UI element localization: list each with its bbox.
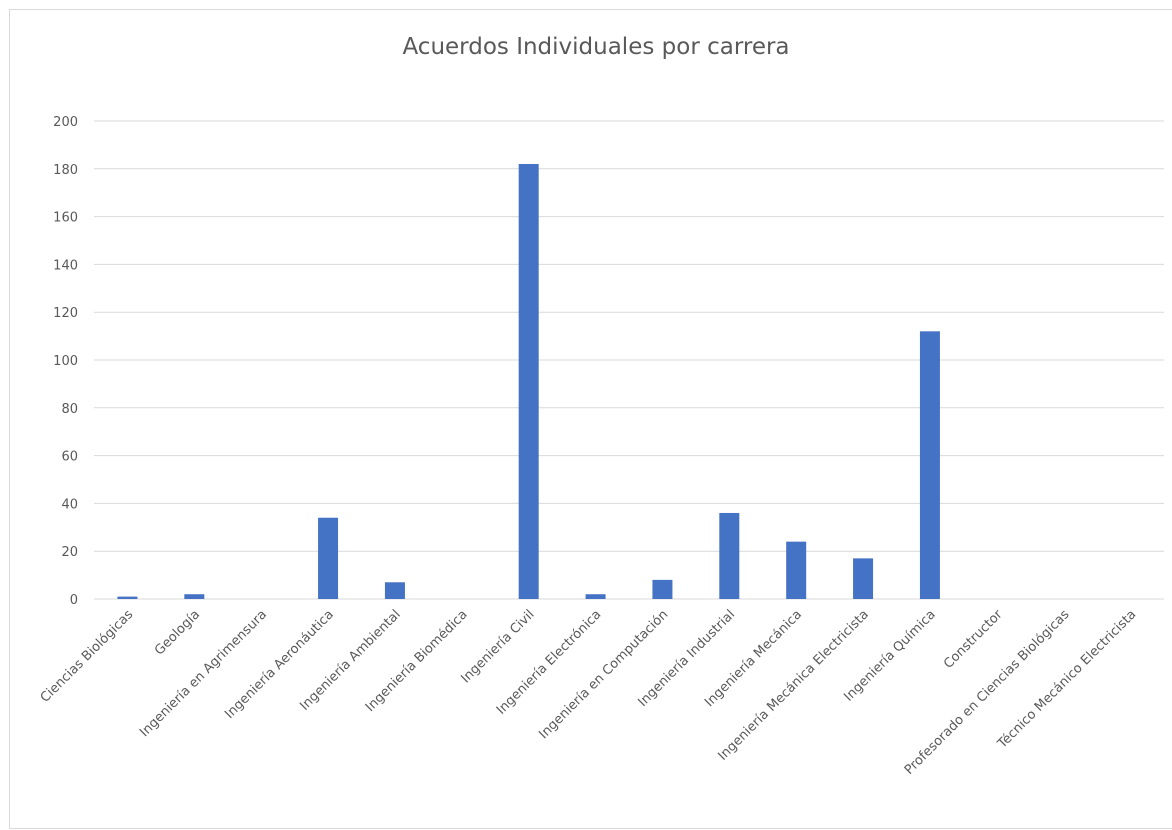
y-tick-label: 200 [53, 115, 78, 130]
bar [518, 164, 539, 599]
x-category-label: Técnico Mecánico Electricista [994, 607, 1139, 752]
y-tick-label: 120 [53, 306, 78, 321]
x-category-label: Constructor [941, 607, 1006, 672]
bar [184, 594, 205, 599]
y-tick-label: 40 [61, 497, 78, 512]
x-category-label: Ingeniería Aeronáutica [222, 607, 337, 722]
gridlines [94, 120, 1164, 600]
x-category-label: Ingeniería en Computación [536, 607, 671, 742]
bar [853, 558, 874, 599]
y-tick-label: 60 [61, 450, 78, 465]
y-axis-ticks: 0 20 40 60 80 100 120 140 160 180 200 [53, 115, 78, 608]
x-category-label: Ingeniería Mecánica Electricista [715, 607, 871, 763]
chart-area: Acuerdos Individuales por carrera 0 20 40 6… [9, 9, 1172, 829]
chart-title: Acuerdos Individuales por carrera [402, 34, 789, 60]
bar [719, 512, 740, 599]
bar [919, 331, 940, 599]
x-category-label: Ciencias Biológicas [38, 607, 137, 706]
y-tick-label: 20 [61, 545, 78, 560]
bar [652, 579, 673, 599]
x-category-label: Geología [152, 607, 203, 658]
bars [117, 164, 940, 599]
y-tick-label: 180 [53, 163, 78, 178]
y-tick-label: 0 [70, 593, 78, 608]
bar-chart: Acuerdos Individuales por carrera 0 20 40 6… [38, 34, 1164, 778]
bar [786, 541, 807, 599]
y-tick-label: 80 [61, 402, 78, 417]
bar [318, 517, 339, 599]
y-tick-label: 160 [53, 211, 78, 226]
y-tick-label: 140 [53, 258, 78, 273]
y-tick-label: 100 [53, 354, 78, 369]
x-category-label: Ingeniería en Agrimensura [137, 607, 270, 740]
bar [384, 582, 405, 599]
bar [585, 594, 606, 599]
bar [117, 596, 138, 599]
